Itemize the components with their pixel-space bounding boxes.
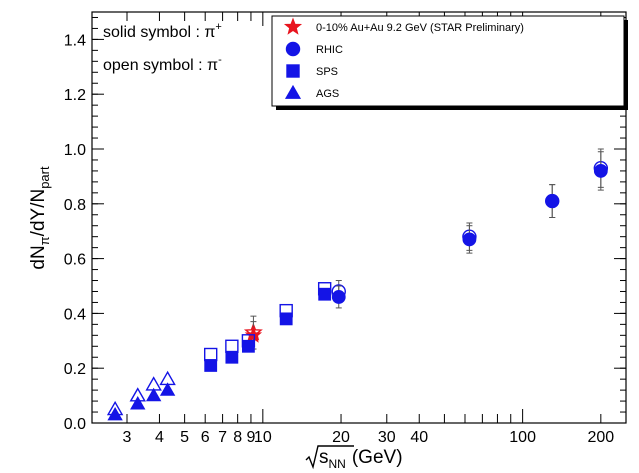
circle-solid-point (331, 290, 346, 304)
square-solid-point (225, 350, 239, 364)
square-open-point (225, 339, 239, 353)
triangle-solid-point (159, 382, 176, 396)
x-tick-label: 200 (587, 429, 614, 446)
x-tick-label: 30 (378, 429, 396, 446)
circle-solid-point (593, 164, 608, 178)
legend: 0-10% Au+Au 9.2 GeV (STAR Preliminary) RH… (271, 15, 628, 110)
svg-text:sNN(GeV): sNN (GeV) (319, 447, 403, 471)
x-tick-label: 4 (155, 429, 164, 446)
svg-text:dNπ/dY/Npart: dNπ/dY/Npart (28, 166, 52, 270)
x-tick-label: 3 (123, 429, 132, 446)
triangle-solid-point (130, 396, 146, 410)
y-tick-label: 1.0 (64, 142, 86, 159)
legend-box (271, 15, 625, 107)
legend-marker-star (283, 17, 303, 35)
y-tick-label: 0.2 (64, 361, 86, 378)
square-solid-point (318, 287, 332, 301)
data-marks (106, 148, 609, 421)
circle-solid-point (462, 232, 477, 247)
square-open-point (204, 347, 218, 362)
y-tick-label: 1.4 (64, 32, 86, 49)
annotation-solid: solid symbol : π+ (103, 21, 222, 41)
y-tick-label: 1.2 (64, 87, 86, 104)
square-solid-point (279, 312, 293, 326)
x-tick-label: 9 (246, 429, 255, 446)
legend-marker-square (286, 64, 300, 78)
triangle-solid-point (107, 406, 123, 421)
legend-label: AGS (316, 88, 339, 100)
circle-solid-point (545, 194, 560, 208)
y-tick-label: 0.8 (64, 197, 86, 214)
legend-label: SPS (316, 66, 338, 78)
x-tick-label: 20 (332, 429, 350, 446)
x-tick-label: 40 (410, 429, 428, 446)
annotation-open: open symbol : π- (103, 54, 222, 74)
legend-marker-triangle (284, 84, 302, 99)
square-solid-point (204, 359, 218, 372)
x-axis-title: sNN (GeV) (305, 445, 403, 471)
axes: 0.0 0.2 0.4 0.6 0.8 1.0 1.2 1.4 3 4 5 6 7 8 910 20 30 40 1… (64, 12, 626, 446)
x-tick-label: 7 (218, 429, 227, 446)
triangle-solid-point (145, 387, 162, 402)
annotation-solid-sup: + (215, 21, 221, 33)
annotation-open-sup: - (218, 54, 222, 66)
y-tick-label: 0.4 (64, 306, 86, 323)
legend-label: RHIC (316, 44, 343, 56)
square-solid-point (242, 339, 255, 353)
x-tick-label: 10 (254, 429, 272, 446)
y-tick-label: 0.0 (64, 416, 86, 433)
plot-frame (91, 11, 627, 424)
x-tick-label: 100 (509, 429, 536, 446)
sqrt-sign (305, 445, 354, 470)
x-tick-label: 5 (180, 429, 189, 446)
legend-marker-circle (285, 41, 301, 57)
y-tick-label: 0.6 (64, 252, 86, 269)
y-axis-title: dNπ/dY/Npart (28, 166, 52, 270)
x-tick-label: 6 (201, 429, 210, 446)
legend-label: 0-10% Au+Au 9.2 GeV (STAR Preliminary) (316, 22, 524, 34)
x-tick-label: 8 (233, 429, 242, 446)
